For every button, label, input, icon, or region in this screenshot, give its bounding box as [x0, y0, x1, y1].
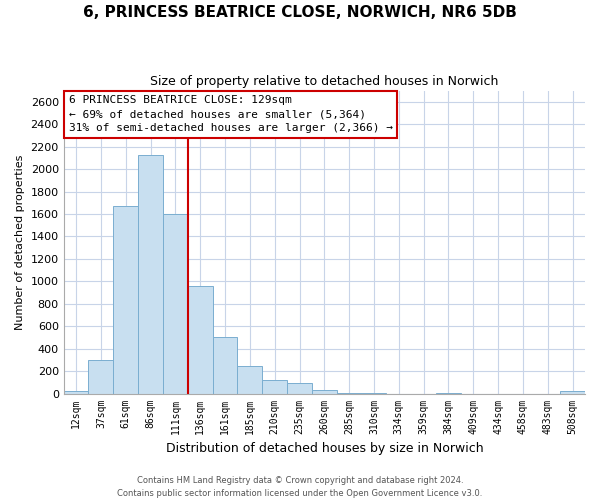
Bar — [436, 393, 461, 394]
Bar — [238, 366, 262, 394]
Text: 6 PRINCESS BEATRICE CLOSE: 129sqm
← 69% of detached houses are smaller (5,364)
3: 6 PRINCESS BEATRICE CLOSE: 129sqm ← 69% … — [69, 95, 393, 133]
Bar — [312, 390, 337, 394]
Y-axis label: Number of detached properties: Number of detached properties — [15, 154, 25, 330]
Bar — [560, 392, 585, 394]
Title: Size of property relative to detached houses in Norwich: Size of property relative to detached ho… — [150, 75, 499, 88]
Bar — [212, 337, 238, 394]
Bar — [362, 393, 386, 394]
Bar — [262, 380, 287, 394]
Bar — [113, 206, 138, 394]
Bar — [337, 393, 362, 394]
Bar — [287, 383, 312, 394]
Bar — [88, 360, 113, 394]
Bar — [163, 214, 188, 394]
X-axis label: Distribution of detached houses by size in Norwich: Distribution of detached houses by size … — [166, 442, 483, 455]
Bar — [64, 392, 88, 394]
Text: Contains HM Land Registry data © Crown copyright and database right 2024.
Contai: Contains HM Land Registry data © Crown c… — [118, 476, 482, 498]
Bar — [188, 286, 212, 394]
Bar — [138, 154, 163, 394]
Text: 6, PRINCESS BEATRICE CLOSE, NORWICH, NR6 5DB: 6, PRINCESS BEATRICE CLOSE, NORWICH, NR6… — [83, 5, 517, 20]
